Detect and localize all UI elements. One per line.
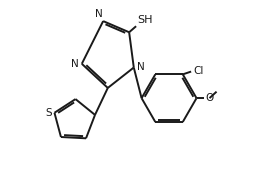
- Text: Cl: Cl: [193, 66, 203, 76]
- Text: S: S: [45, 108, 52, 118]
- Text: SH: SH: [137, 15, 152, 25]
- Text: N: N: [71, 59, 79, 69]
- Text: N: N: [137, 62, 144, 72]
- Text: O: O: [205, 93, 214, 103]
- Text: N: N: [95, 9, 102, 19]
